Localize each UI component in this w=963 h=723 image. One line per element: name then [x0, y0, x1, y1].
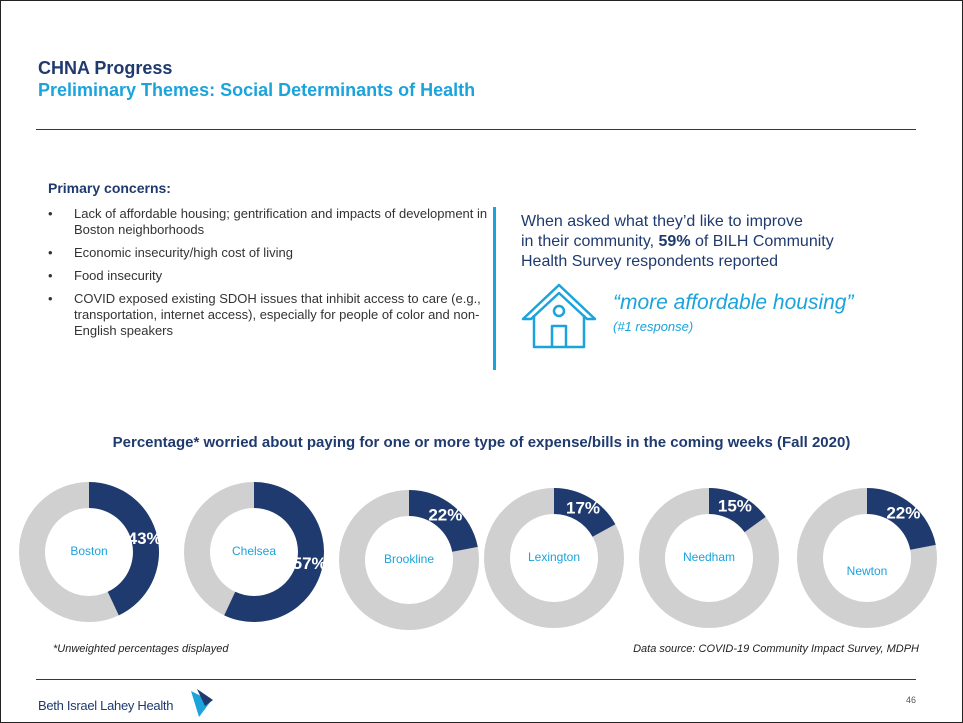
donut-segment — [867, 488, 936, 550]
divider — [36, 679, 916, 680]
divider — [36, 129, 916, 130]
text: in their community, — [521, 233, 659, 250]
logo-text: Beth Israel Lahey Health — [38, 698, 174, 713]
accent-bar — [493, 207, 496, 370]
chart-heading: Percentage* worried about paying for one… — [112, 434, 851, 451]
donut-segment — [554, 488, 616, 537]
highlight: 59% — [658, 233, 691, 250]
donut-label: Newton — [847, 564, 888, 578]
value-label: 17% — [566, 498, 600, 517]
value-label: 43% — [128, 529, 162, 548]
value-label: 15% — [718, 497, 752, 516]
text: Health Survey respondents reported — [521, 253, 779, 270]
donut-label: Chelsea — [232, 544, 276, 558]
text: of BILH Community — [690, 233, 834, 250]
source: Data source: COVID-19 Community Impact S… — [633, 643, 919, 655]
donut-label: Lexington — [528, 550, 580, 564]
donut-segment — [89, 482, 159, 616]
title: CHNA Progress — [38, 58, 173, 78]
footnote: *Unweighted percentages displayed — [53, 643, 229, 655]
subtitle: Preliminary Themes: Social Determinants … — [38, 80, 476, 100]
donut-segment — [409, 490, 478, 552]
donut-segment — [709, 488, 766, 533]
callout-text: When asked what they’d like to improve in… — [521, 212, 834, 272]
donut-label: Brookline — [384, 552, 434, 566]
donut-label: Boston — [70, 544, 107, 558]
donut-label: Needham — [683, 550, 735, 564]
house-icon — [521, 283, 597, 349]
quote: “more affordable housing” — [613, 291, 854, 314]
donut-segment — [224, 482, 324, 622]
text: When asked what they’d like to improve — [521, 213, 803, 230]
concerns-list: Lack of affordable housing; gentrificati… — [48, 206, 488, 346]
concerns-heading: Primary concerns: — [48, 180, 171, 196]
bullet: Economic insecurity/high cost of living — [48, 245, 488, 261]
quote-note: (#1 response) — [613, 319, 694, 334]
bullet: COVID exposed existing SDOH issues that … — [48, 291, 488, 339]
bullet: Lack of affordable housing; gentrificati… — [48, 206, 488, 238]
value-label: 57% — [293, 554, 327, 573]
value-label: 22% — [886, 504, 920, 523]
value-label: 22% — [428, 506, 462, 525]
bullet: Food insecurity — [48, 268, 488, 284]
page-number: 46 — [906, 695, 917, 705]
